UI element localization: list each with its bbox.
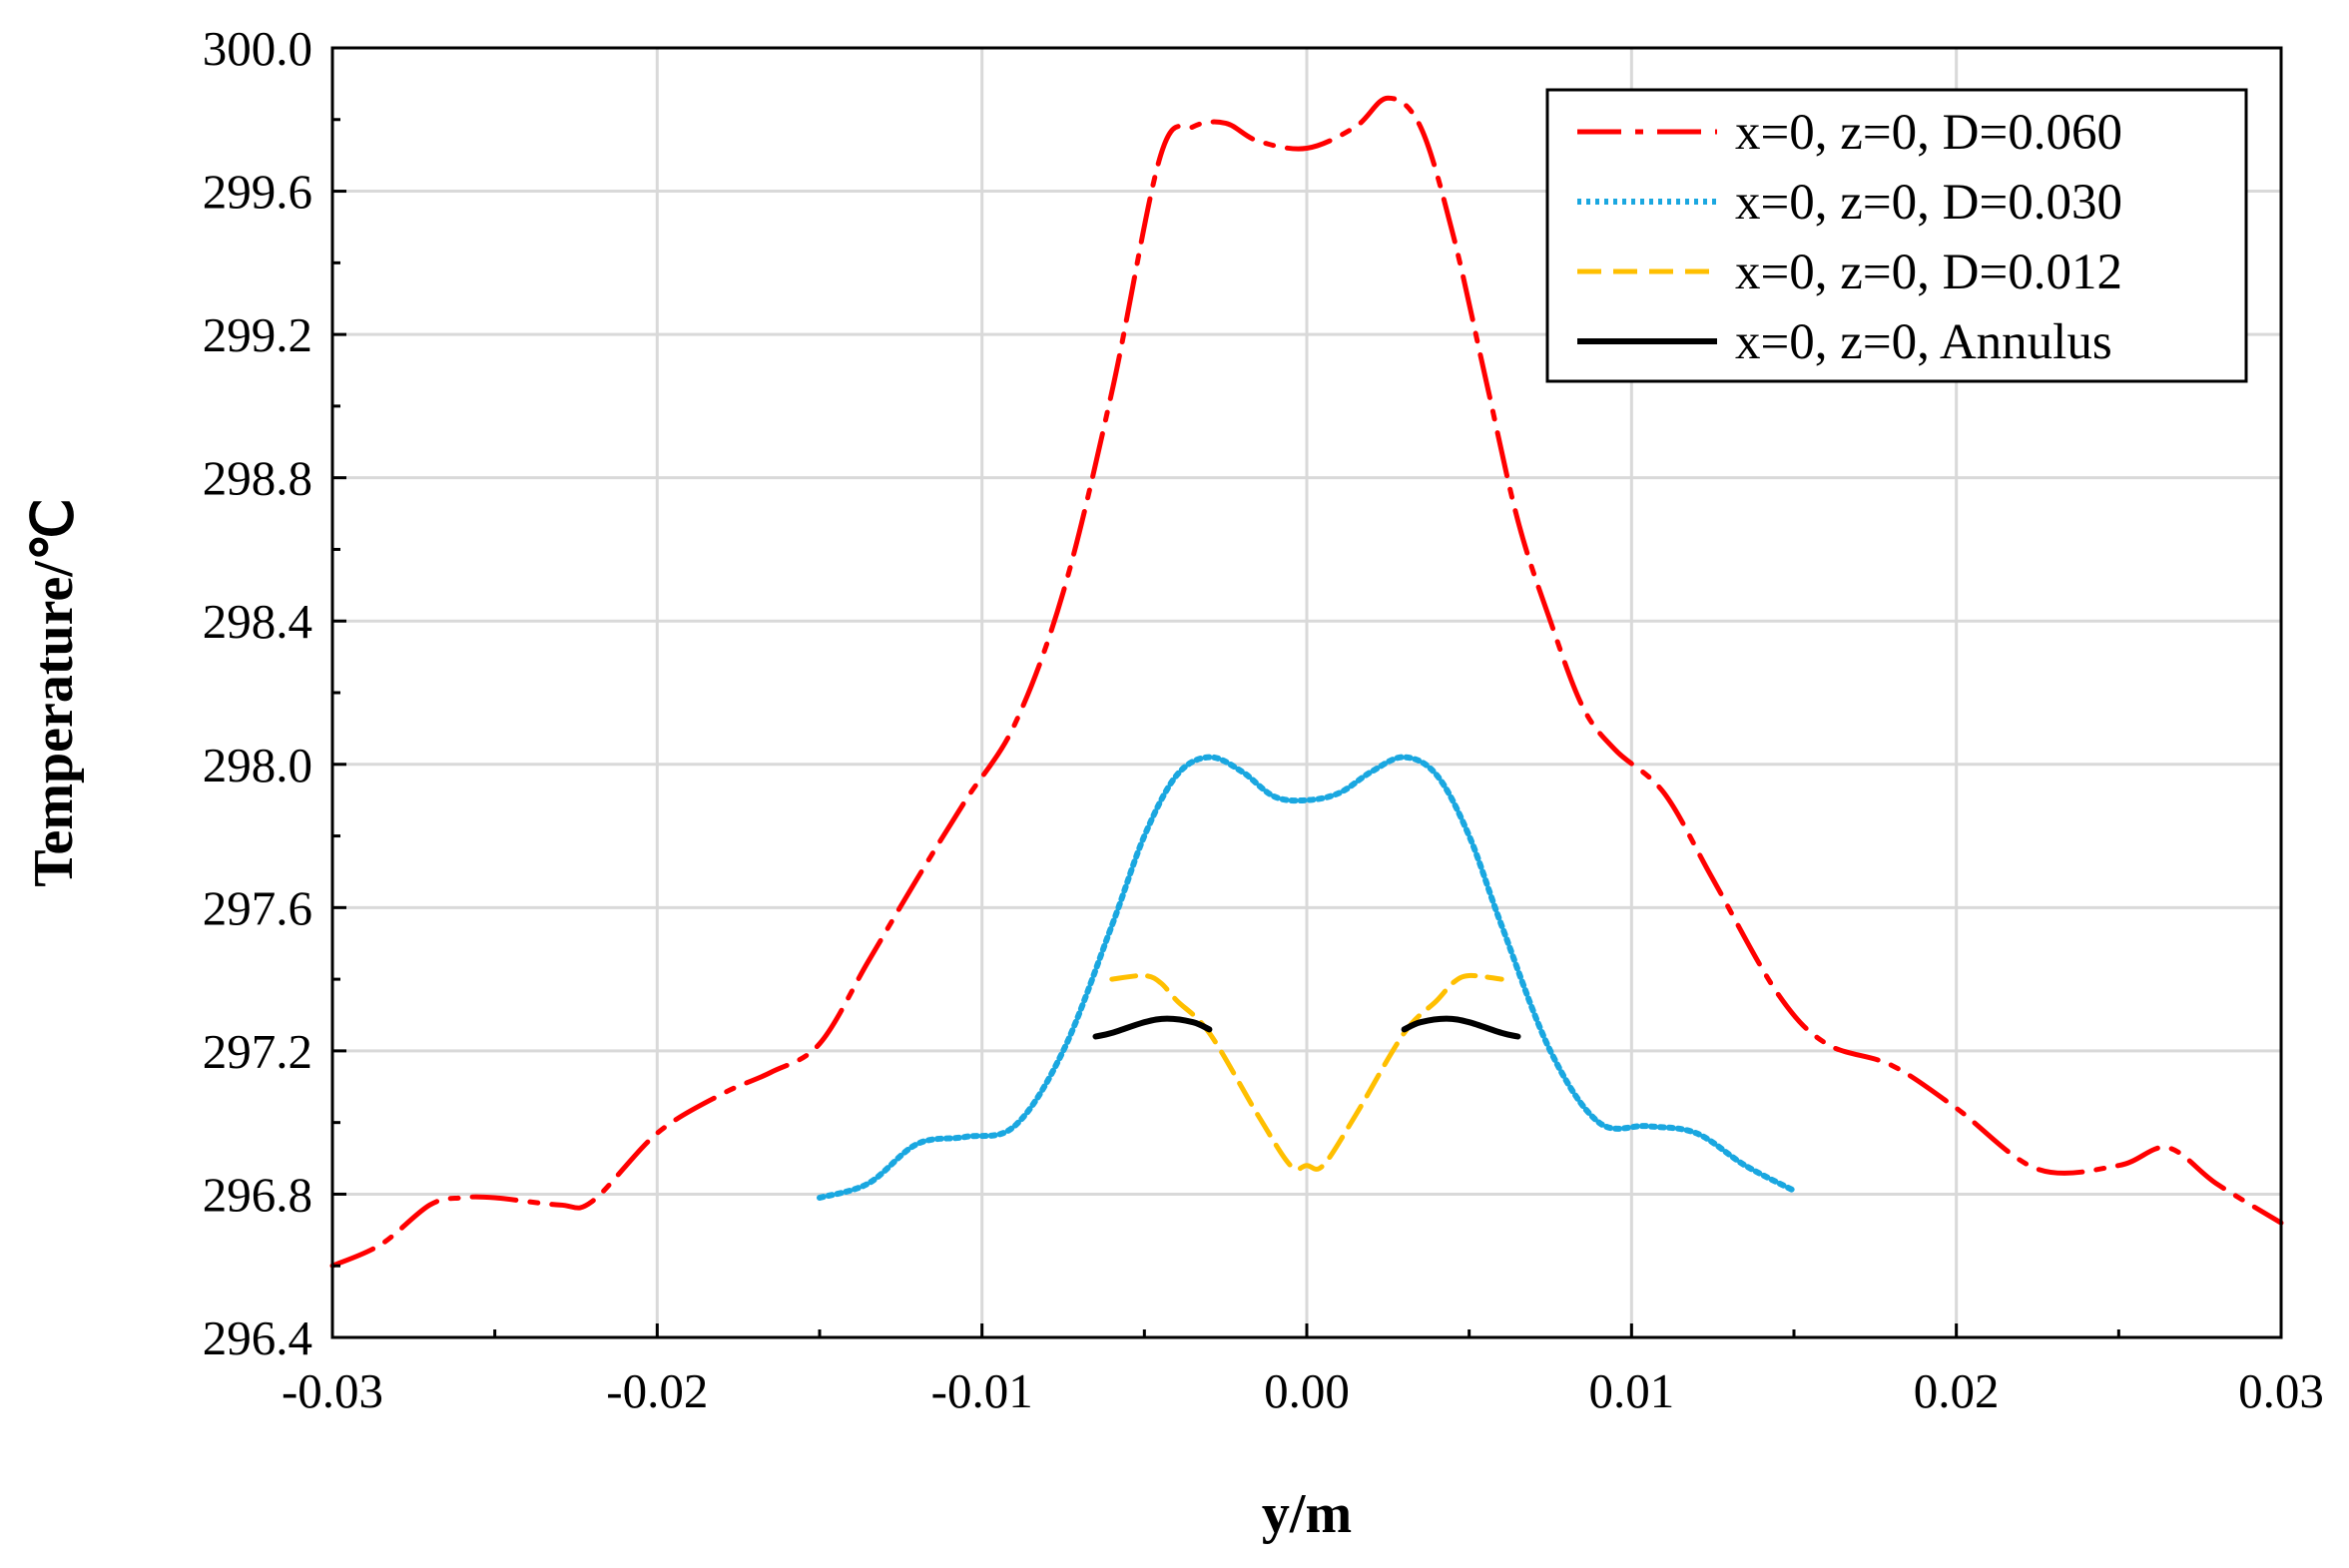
y-tick-label: 300.0 — [203, 21, 312, 76]
x-tick-label: -0.03 — [282, 1363, 383, 1418]
x-tick-label: 0.02 — [1914, 1363, 2000, 1418]
y-axis-tick-labels: 296.4 296.8 297.2 297.6 298.0 298.4 298.8 299.2… — [203, 21, 312, 1365]
x-axis-title: y/m — [1262, 1483, 1352, 1545]
data-series — [329, 95, 2284, 1269]
legend-label: x=0, z=0, D=0.012 — [1735, 245, 2122, 300]
y-tick-label: 299.6 — [203, 165, 312, 220]
y-tick-label: 298.8 — [203, 451, 312, 506]
series-line-3 — [1109, 972, 1504, 1172]
x-tick-label: 0.00 — [1264, 1363, 1350, 1418]
legend-label: x=0, z=0, Annulus — [1735, 314, 2112, 370]
x-axis-tick-labels: -0.03 -0.02 -0.01 0.00 0.01 0.02 0.03 — [282, 1363, 2324, 1418]
series-line-4 — [1092, 1015, 1213, 1040]
y-tick-label: 298.0 — [203, 738, 312, 792]
y-tick-label: 299.2 — [203, 307, 312, 362]
legend-box — [1545, 88, 2248, 383]
y-tick-label: 298.4 — [203, 594, 312, 649]
legend-label: x=0, z=0, D=0.060 — [1735, 105, 2122, 161]
y-tick-label: 297.2 — [203, 1024, 312, 1079]
x-tick-label: -0.02 — [606, 1363, 708, 1418]
y-tick-label: 296.4 — [203, 1310, 312, 1365]
series-line-1 — [329, 95, 2284, 1269]
series-line-2 — [817, 754, 1797, 1201]
legend: x=0, z=0, D=0.060 x=0, z=0, D=0.030 x=0, z… — [1545, 88, 2248, 383]
y-tick-label: 297.6 — [203, 880, 312, 935]
x-tick-label: 0.01 — [1588, 1363, 1674, 1418]
legend-label: x=0, z=0, D=0.030 — [1735, 175, 2122, 231]
y-tick-label: 296.8 — [203, 1167, 312, 1222]
x-tick-label: 0.03 — [2238, 1363, 2324, 1418]
x-tick-label: -0.01 — [931, 1363, 1033, 1418]
series-line-4 — [1401, 1015, 1521, 1040]
axis-ticks — [330, 46, 2283, 1339]
y-axis-title: Temperature/℃ — [23, 498, 85, 887]
